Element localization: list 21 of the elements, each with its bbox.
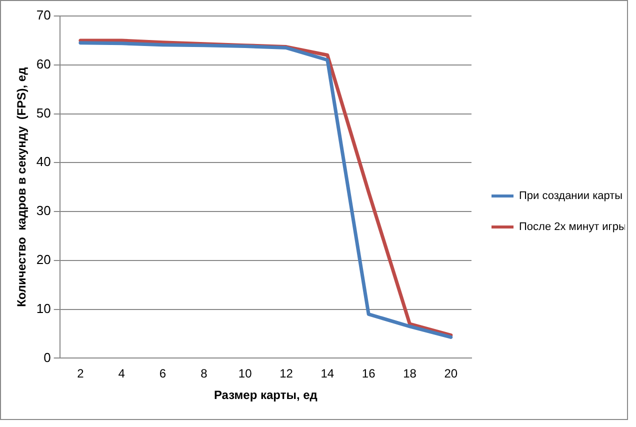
x-tick-label: 16 <box>362 366 376 381</box>
x-axis-title: Размер карты, ед <box>214 388 318 402</box>
y-axis-title: Количество кадров в секунду (FPS), ед <box>14 66 29 307</box>
y-tick-label: 70 <box>36 8 51 23</box>
x-tick-label: 12 <box>280 366 294 381</box>
y-tick-label: 40 <box>36 154 51 170</box>
x-tick-label: 14 <box>320 366 334 381</box>
x-tick-label: 2 <box>77 366 84 381</box>
y-tick-label: 50 <box>36 105 51 120</box>
y-tick-label: 30 <box>36 203 51 218</box>
x-tick-label: 6 <box>159 366 166 381</box>
y-tick-label: 10 <box>36 300 51 316</box>
y-tick-label: 60 <box>36 56 51 72</box>
x-tick-label: 18 <box>403 366 417 381</box>
x-tick-label: 20 <box>444 366 458 381</box>
y-tick-label: 20 <box>36 252 51 268</box>
x-tick-label: 4 <box>118 366 126 381</box>
x-tick-label: 8 <box>200 366 208 381</box>
x-tick-label: 10 <box>238 366 252 381</box>
legend-label: При создании карты <box>519 190 623 202</box>
y-tick-label: 0 <box>44 350 51 365</box>
